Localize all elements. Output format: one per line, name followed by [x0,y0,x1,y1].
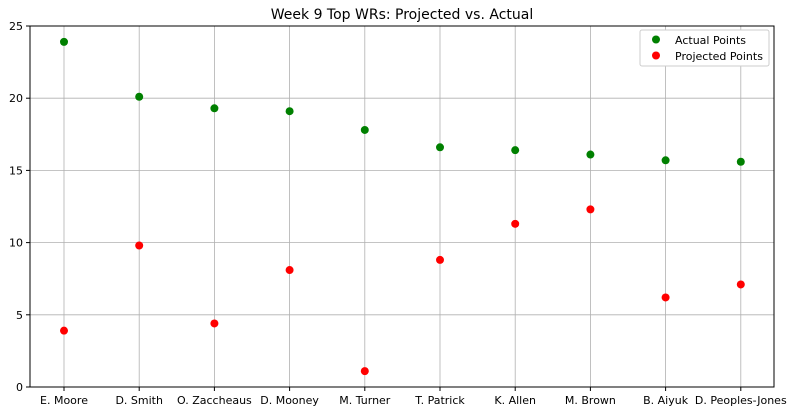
x-tick-label: T. Patrick [414,394,465,407]
legend-label-projected-points: Projected Points [675,50,763,63]
point-actual-points [586,150,595,159]
point-actual-points [661,156,670,165]
point-actual-points [135,92,144,101]
point-actual-points [210,104,219,113]
point-projected-points [210,319,219,328]
point-actual-points [736,157,745,166]
point-projected-points [60,326,68,335]
y-tick-label: 5 [16,309,23,322]
y-axis: 0 5 10 15 20 25 [9,20,30,394]
legend: Actual Points Projected Points [639,29,770,67]
legend-marker-actual-points [652,35,660,44]
point-actual-points [511,146,520,155]
plot-area-frame [29,25,775,388]
x-tick-label: B. Aiyuk [643,394,689,407]
x-tick-label: M. Brown [565,394,616,407]
legend-box [639,29,770,67]
point-projected-points [511,219,520,228]
point-actual-points [285,107,294,116]
legend-label-actual-points: Actual Points [675,34,746,47]
x-tick-label: O. Zaccheaus [177,394,252,407]
x-tick-label: K. Allen [494,394,536,407]
legend-marker-projected-points [652,51,660,60]
point-projected-points [736,280,745,289]
y-tick-label: 10 [9,237,23,250]
point-projected-points [436,255,444,264]
x-tick-label: E. Moore [40,394,88,407]
x-tick-label: M. Turner [339,394,391,407]
data-points [60,37,745,376]
point-projected-points [135,241,144,250]
chart-title: Week 9 Top WRs: Projected vs. Actual [271,7,533,23]
point-projected-points [360,367,369,376]
y-tick-label: 25 [9,20,23,33]
grid-lines [30,25,774,388]
x-tick-label: D. Peoples-Jones [695,394,787,407]
x-tick-label: D. Mooney [260,394,319,407]
x-tick-label: D. Smith [115,394,163,407]
x-axis: E. Moore D. Smith O. Zaccheaus D. Mooney M. … [40,387,787,407]
point-projected-points [586,205,595,214]
y-tick-label: 15 [9,164,23,177]
point-actual-points [60,37,68,46]
y-tick-label: 0 [16,381,23,394]
point-actual-points [436,143,444,152]
y-tick-label: 20 [9,92,23,105]
point-actual-points [360,125,369,134]
point-projected-points [661,293,670,302]
point-projected-points [285,266,294,275]
